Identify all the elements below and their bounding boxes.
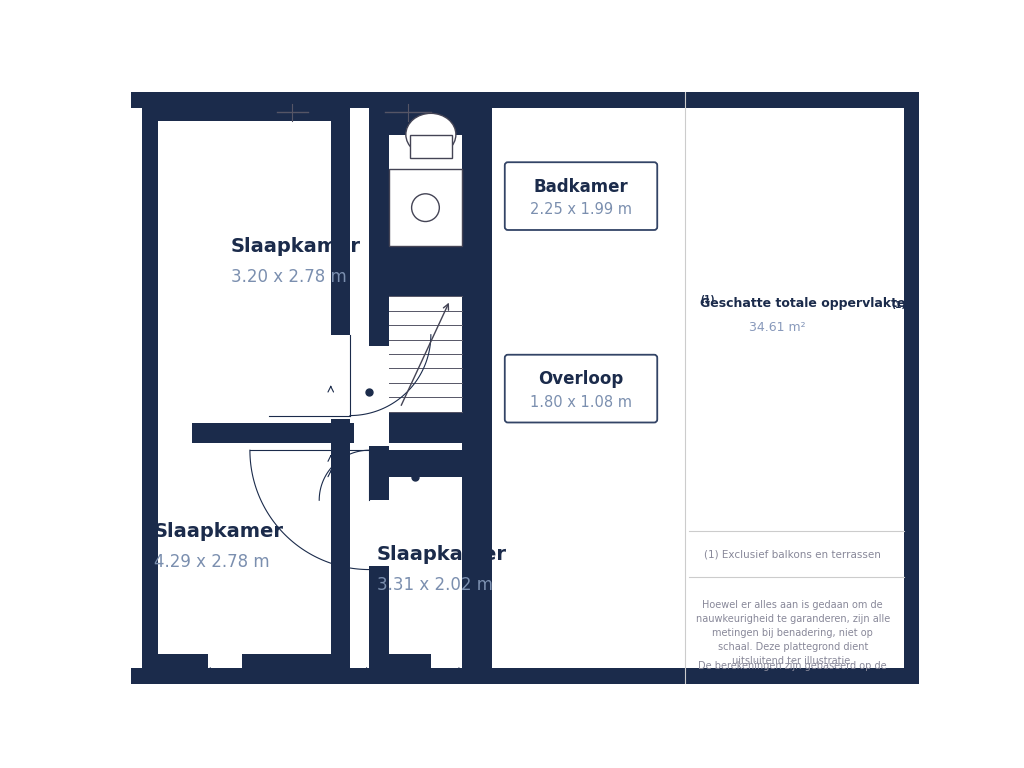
Text: Hoewel er alles aan is gedaan om de
nauwkeurigheid te garanderen, zijn alle
meti: Hoewel er alles aan is gedaan om de nauw… [695,601,890,667]
Bar [462,477,493,671]
Bar [350,423,370,442]
Bar [142,104,158,671]
Bar [193,423,354,442]
Bar [276,104,307,121]
Bar [331,419,350,671]
Bar [904,92,924,684]
Text: 4.29 x 2.78 m: 4.29 x 2.78 m [154,553,269,571]
Bar [462,104,493,254]
Bar [370,134,388,346]
Bar [370,446,388,500]
Bar [370,654,431,671]
Bar [370,566,388,671]
Bar [331,104,350,335]
Text: Badkamer: Badkamer [534,178,629,196]
Bar [370,104,469,134]
Text: (1) Exclusief balkons en terrassen: (1) Exclusief balkons en terrassen [705,549,882,559]
Circle shape [412,194,439,221]
Text: Overloop: Overloop [539,370,624,389]
Bar [410,134,453,157]
Bar [385,104,431,121]
Bar [142,104,346,121]
Bar [462,654,493,671]
Bar [388,412,469,442]
Text: Slaapkamer: Slaapkamer [377,545,507,564]
Bar [131,668,920,684]
Bar [462,254,493,450]
Text: Slaapkamer: Slaapkamer [154,521,284,541]
FancyBboxPatch shape [505,355,657,422]
Text: 3.20 x 2.78 m: 3.20 x 2.78 m [230,268,346,286]
Bar [131,92,920,108]
FancyBboxPatch shape [505,162,657,230]
Text: (1): (1) [700,295,715,304]
Bar [243,654,331,671]
Text: 2.25 x 1.99 m: 2.25 x 1.99 m [530,203,632,217]
Text: Geschatte totale oppervlakte: Geschatte totale oppervlakte [700,297,906,310]
Bar [388,169,462,247]
Text: (1): (1) [891,301,906,310]
Text: 3.31 x 2.02 m: 3.31 x 2.02 m [377,576,493,594]
Ellipse shape [406,114,456,156]
Bar [370,450,493,477]
Bar [370,247,469,266]
Bar [370,104,385,169]
Bar [370,477,388,496]
Text: 34.61 m²: 34.61 m² [749,320,806,333]
Bar [142,654,208,671]
Text: De berekeningen zijn gebaseerd op de: De berekeningen zijn gebaseerd op de [698,660,887,670]
Bar [388,266,469,296]
Text: Slaapkamer: Slaapkamer [230,237,360,256]
Text: 1.80 x 1.08 m: 1.80 x 1.08 m [530,395,632,410]
